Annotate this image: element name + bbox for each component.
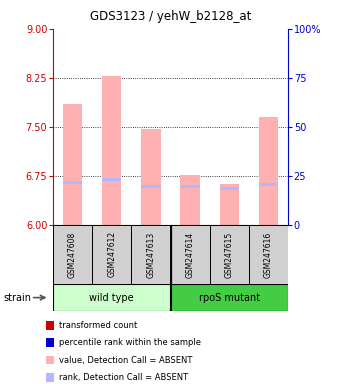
Bar bbox=[220, 184, 239, 225]
Text: rpoS mutant: rpoS mutant bbox=[199, 293, 260, 303]
Bar bbox=[141, 185, 161, 188]
Text: GSM247608: GSM247608 bbox=[68, 231, 77, 278]
Bar bbox=[63, 104, 82, 225]
Bar bbox=[259, 117, 278, 225]
Bar bbox=[131, 225, 170, 284]
Bar bbox=[249, 225, 288, 284]
Text: GSM247614: GSM247614 bbox=[186, 231, 195, 278]
Text: strain: strain bbox=[3, 293, 31, 303]
Text: value, Detection Call = ABSENT: value, Detection Call = ABSENT bbox=[59, 356, 192, 364]
Bar bbox=[53, 284, 170, 311]
Text: wild type: wild type bbox=[89, 293, 134, 303]
Text: GDS3123 / yehW_b2128_at: GDS3123 / yehW_b2128_at bbox=[90, 10, 251, 23]
Bar bbox=[102, 76, 121, 225]
Bar bbox=[92, 225, 131, 284]
Bar bbox=[210, 225, 249, 284]
Bar bbox=[220, 187, 239, 190]
Bar bbox=[259, 183, 278, 186]
Bar bbox=[170, 284, 288, 311]
Text: GSM247616: GSM247616 bbox=[264, 231, 273, 278]
Bar bbox=[180, 175, 200, 225]
Text: GSM247612: GSM247612 bbox=[107, 231, 116, 278]
Bar bbox=[102, 178, 121, 181]
Bar bbox=[180, 185, 200, 188]
Text: GSM247613: GSM247613 bbox=[146, 231, 155, 278]
Text: transformed count: transformed count bbox=[59, 321, 137, 330]
Text: rank, Detection Call = ABSENT: rank, Detection Call = ABSENT bbox=[59, 373, 188, 382]
Text: GSM247615: GSM247615 bbox=[225, 231, 234, 278]
Bar bbox=[170, 225, 210, 284]
Bar bbox=[141, 129, 161, 225]
Bar bbox=[53, 225, 92, 284]
Text: percentile rank within the sample: percentile rank within the sample bbox=[59, 338, 201, 347]
Bar bbox=[63, 181, 82, 184]
